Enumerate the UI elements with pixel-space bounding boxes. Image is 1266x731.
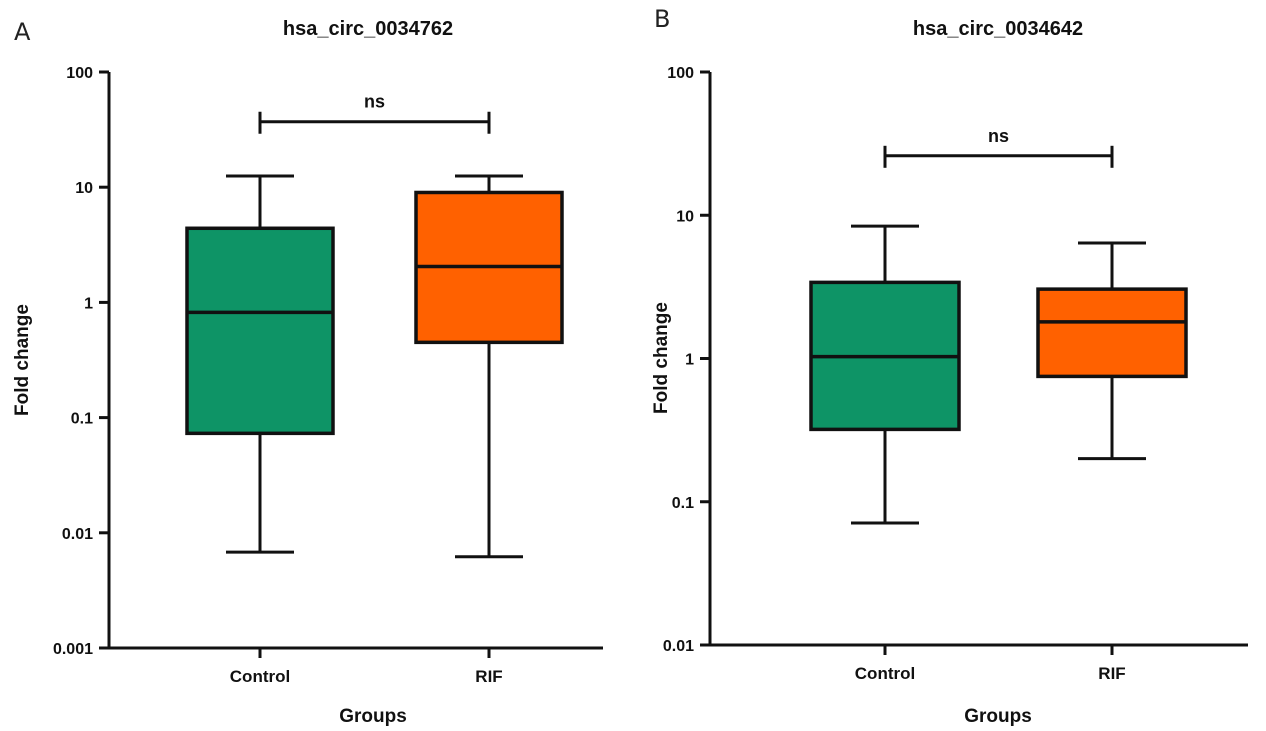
- panel-b-box-rif: [1036, 241, 1188, 461]
- panel-a-y-tick-label: 0.01: [62, 526, 93, 543]
- panel-a-significance-bracket: ns: [258, 92, 491, 134]
- panel-b-y-tick-label: 0.1: [672, 495, 694, 512]
- panel-a-y-tick-label: 0.001: [53, 641, 93, 658]
- panel-b-iqr-box-rif: [1036, 287, 1188, 379]
- panel-b-x-tick-label: RIF: [1098, 664, 1125, 683]
- panel-a-y-tick-label: 100: [66, 65, 93, 82]
- panel-a-x-tick-label: Control: [230, 667, 290, 686]
- panel-a-iqr-box-control: [185, 226, 335, 436]
- panel-b: B hsa_circ_0034642 Fold change Groups 0.…: [651, 5, 1248, 727]
- panel-a-y-tick-label: 0.1: [71, 411, 93, 428]
- panel-b-y-tick-label: 10: [676, 208, 694, 225]
- panel-b-plot-area: 0.01 0.1 1 10 100 Control RIF ns: [663, 65, 1248, 683]
- panel-b-y-tick-label: 1: [685, 352, 694, 369]
- panel-a-y-tick-label: 10: [75, 180, 93, 197]
- panel-a-x-axis-label: Groups: [339, 706, 407, 727]
- panel-b-y-tick-label: 0.01: [663, 638, 694, 655]
- panel-a-plot-area: 0.001 0.01 0.1 1 10 100 Control RIF ns: [53, 65, 603, 686]
- panel-b-letter: B: [654, 5, 670, 33]
- panel-a: A hsa_circ_0034762 Fold change Groups 0.…: [12, 18, 603, 727]
- panel-b-title: hsa_circ_0034642: [913, 18, 1083, 40]
- panel-a-x-tick-label: RIF: [475, 667, 502, 686]
- panel-b-significance-bracket: ns: [883, 126, 1114, 168]
- panel-a-letter: A: [14, 18, 31, 46]
- panel-b-box-control: [809, 224, 961, 525]
- panel-a-title: hsa_circ_0034762: [283, 18, 453, 40]
- panel-b-y-axis-label: Fold change: [651, 302, 672, 414]
- panel-a-significance-label: ns: [364, 92, 385, 112]
- panel-a-box-control: [185, 174, 335, 554]
- panel-b-significance-label: ns: [988, 126, 1009, 146]
- panel-b-x-tick-label: Control: [855, 664, 915, 683]
- panel-a-y-axis-label: Fold change: [12, 304, 33, 416]
- panel-a-y-tick-label: 1: [84, 295, 93, 312]
- panel-b-x-axis-label: Groups: [964, 706, 1032, 727]
- panel-b-y-tick-label: 100: [667, 65, 694, 82]
- panel-a-box-rif: [414, 174, 564, 559]
